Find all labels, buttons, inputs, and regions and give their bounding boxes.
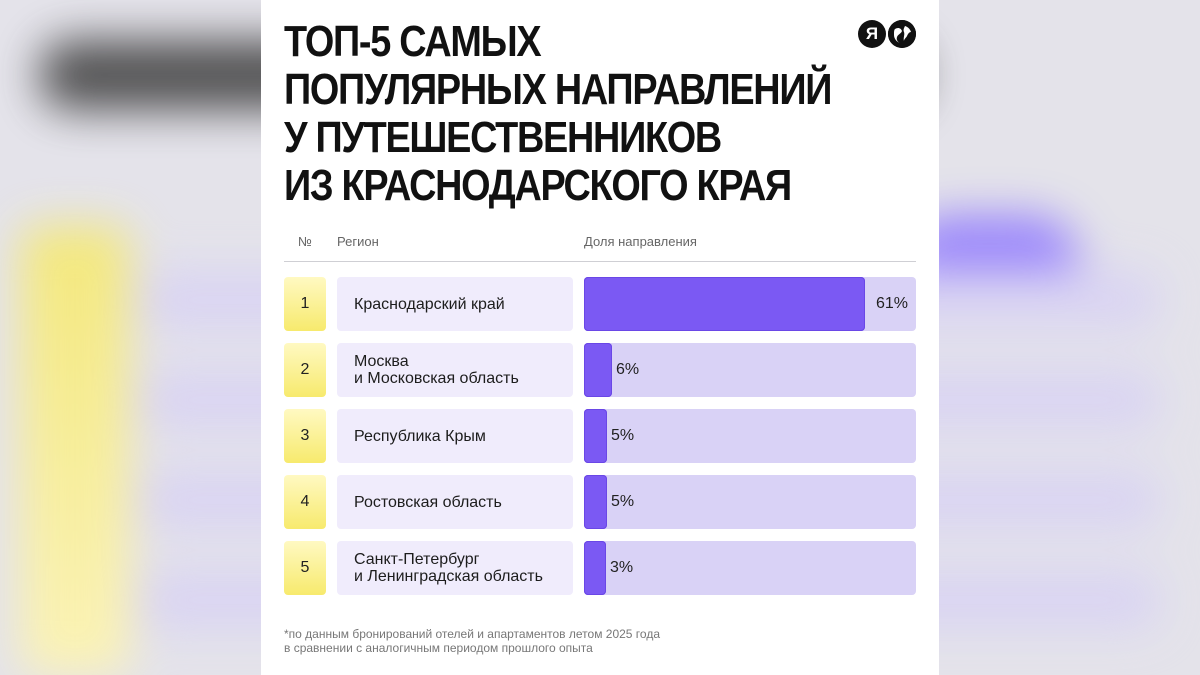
rank-badge: 5 [284, 541, 326, 595]
header-region: Регион [337, 234, 379, 249]
rank-badge: 2 [284, 343, 326, 397]
region-text: Республика Крым [354, 428, 486, 445]
footnote-line: *по данным бронирований отелей и апартам… [284, 627, 661, 641]
footnote: *по данным бронирований отелей и апартам… [284, 627, 844, 655]
bar-track: 3% [584, 541, 916, 595]
region-text: Москва и Московская область [354, 353, 519, 387]
chart-row: 5 Санкт-Петербург и Ленинградская область 3… [284, 541, 916, 595]
bar-track: 6% [584, 343, 916, 397]
header-share: Доля направления [584, 234, 697, 249]
chart-row: 2 Москва и Московская область 6% [284, 343, 916, 397]
title-line: У ПУТЕШЕСТВЕННИКОВ [284, 113, 722, 162]
chart-row: 3 Республика Крым 5% [284, 409, 916, 463]
region-text: Санкт-Петербург и Ленинградская область [354, 551, 543, 585]
region-text-line: Москва [354, 353, 409, 370]
infographic-title: ТОП-5 САМЫХ ПОПУЛЯРНЫХ НАПРАВЛЕНИЙ У ПУТ… [284, 17, 832, 210]
globe-icon [888, 20, 916, 48]
region-label: Санкт-Петербург и Ленинградская область [337, 541, 573, 595]
bar [584, 541, 606, 595]
blurred-rank-column [20, 225, 130, 675]
region-text-line: и Ленинградская область [354, 568, 543, 585]
region-text: Краснодарский край [354, 296, 505, 313]
title-line: ПОПУЛЯРНЫХ НАПРАВЛЕНИЙ [284, 65, 832, 114]
header-divider [284, 261, 916, 262]
rank-badge: 1 [284, 277, 326, 331]
yandex-logo: Я [858, 20, 886, 48]
chart-row: 1 Краснодарский край 61% [284, 277, 916, 331]
bar-value-label: 6% [616, 361, 640, 378]
bar-track: 5% [584, 475, 916, 529]
region-text-line: Краснодарский край [354, 295, 505, 313]
bar-value-label: 5% [611, 427, 635, 444]
bar-track: 5% [584, 409, 916, 463]
bar-value-label: 61% [875, 295, 908, 312]
region-label: Краснодарский край [337, 277, 573, 331]
region-label: Республика Крым [337, 409, 573, 463]
globe-icon-svg [888, 20, 916, 48]
infographic-card: ТОП-5 САМЫХ ПОПУЛЯРНЫХ НАПРАВЛЕНИЙ У ПУТ… [261, 0, 939, 675]
brand-logos: Я [858, 20, 916, 48]
bar-value-label: 3% [610, 559, 634, 576]
header-number: № [298, 234, 312, 249]
region-text-line: Санкт-Петербург [354, 551, 480, 568]
rank-badge: 4 [284, 475, 326, 529]
title-line: ТОП-5 САМЫХ [284, 17, 542, 66]
bar-track: 61% [584, 277, 916, 331]
region-text-line: и Московская область [354, 370, 519, 387]
chart-row: 4 Ростовская область 5% [284, 475, 916, 529]
region-text-line: Республика Крым [354, 427, 486, 445]
region-label: Москва и Московская область [337, 343, 573, 397]
region-label: Ростовская область [337, 475, 573, 529]
rank-badge: 3 [284, 409, 326, 463]
bar [584, 475, 607, 529]
footnote-line: в сравнении с аналогичным периодом прошл… [284, 641, 593, 655]
bar [584, 343, 612, 397]
bar [584, 277, 865, 331]
bar [584, 409, 607, 463]
region-text: Ростовская область [354, 494, 502, 511]
region-text-line: Ростовская область [354, 493, 502, 511]
bar-value-label: 5% [611, 493, 635, 510]
title-line: ИЗ КРАСНОДАРСКОГО КРАЯ [284, 161, 792, 210]
